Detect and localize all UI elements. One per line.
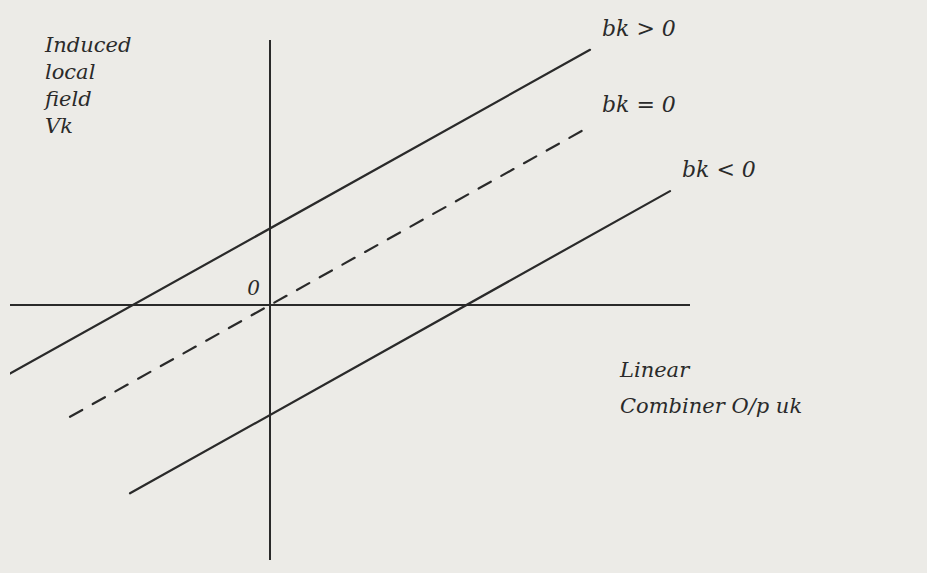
series-group (10, 50, 670, 493)
x-axis-title-line: Linear (619, 358, 691, 382)
y-axis-title: Induced local field Vk (43, 33, 131, 138)
y-axis-title-line: field (43, 87, 92, 111)
x-axis-title: Linear Combiner O/p uk (619, 358, 802, 418)
y-tick-label: 0 (247, 276, 260, 300)
y-tick (266, 304, 270, 306)
x-axis (10, 304, 690, 306)
series-label: bk = 0 (602, 92, 676, 117)
chart: 0 bk > 0 bk = 0 bk < 0 Induced local field Vk Li… (0, 0, 927, 573)
x-axis-title-line: Combiner O/p uk (620, 394, 802, 418)
series-line (10, 50, 590, 374)
y-axis (269, 40, 271, 560)
y-axis-title-line: Induced (44, 33, 131, 57)
series-label: bk < 0 (682, 157, 756, 182)
series-line (70, 126, 590, 416)
series-label: bk > 0 (602, 16, 676, 41)
y-axis-title-line: Vk (45, 114, 73, 138)
series-line (130, 191, 670, 493)
y-axis-title-line: local (45, 60, 95, 84)
